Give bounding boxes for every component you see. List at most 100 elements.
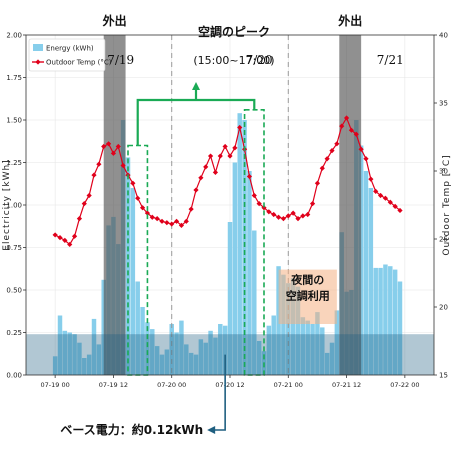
temperature-point [329,148,335,154]
energy-bar [169,324,174,375]
y-tick-label: 1.25 [6,159,22,167]
base-load-label: ベース電力：約0.12kWh [60,422,203,437]
axes: 0.00 0.25 0.50 0.75 1.00 1.25 1.50 1.75 2.00 15 20… [2,32,452,390]
legend-label-temp: Outdoor Temp (°C) [46,59,112,67]
energy-bar [198,339,204,375]
temperature-point [368,176,374,182]
y2-tick-label: 30 [439,168,448,176]
temperature-point [115,143,121,150]
energy-bar [179,320,184,375]
energy-bar [242,120,247,375]
base-load-arrow [213,354,226,431]
legend-swatch-energy [33,44,43,51]
temperature-point [198,175,204,181]
temperature-point [203,164,209,170]
energy-bar [52,356,58,375]
energy-bar [286,283,291,375]
y-tick-label: 1.00 [6,202,22,210]
energy-bar [82,358,87,375]
y-tick-label: 0.75 [6,244,22,252]
energy-bar [150,329,155,375]
energy-bar [96,344,102,375]
temperature-point [130,180,136,186]
temperature-point [101,143,107,150]
energy-bar [247,171,252,375]
energy-bar [62,330,68,375]
y-tick-label: 0.50 [6,287,22,295]
energy-bar [237,113,242,375]
temperature-point [173,218,180,224]
temperature-point [334,141,340,147]
temperature-point [392,203,398,209]
energy-bar [329,342,335,375]
temperature-point [81,201,87,207]
energy-bar [305,320,310,375]
energy-bars [52,113,403,375]
energy-bar [184,344,189,375]
temperature-point [86,192,92,199]
base-load-arrow-head [207,426,216,434]
night-ac-box [278,269,337,324]
temperature-point [300,213,306,219]
temperature-point [188,206,194,212]
energy-bar [368,188,374,375]
temperature-point [314,180,321,186]
legend-label-energy: Energy (kWh) [46,45,94,53]
away-span [103,35,126,375]
energy-bar [256,341,262,375]
energy-bar [57,315,63,375]
temperature-point [227,153,233,159]
night-ac-label-1: 夜間の [290,273,324,287]
y2-tick-label: 15 [439,372,448,380]
temperature-point [178,222,185,229]
legend: Energy (kWh) Outdoor Temp (°C) [28,38,112,72]
legend-swatch-temp-marker [35,59,41,65]
energy-bar [174,332,179,375]
energy-bar [383,264,388,375]
energy-bar [159,354,165,375]
energy-bar [388,266,393,375]
y-tick-label: 1.50 [6,117,22,125]
energy-bar [164,349,170,375]
y-tick-label: 2.00 [6,32,22,40]
temperature-point [397,207,403,214]
y2-tick-label: 40 [439,32,448,40]
energy-bar [135,281,140,375]
temperature-point [159,218,165,224]
energy-bar [222,325,228,375]
energy-bar [310,324,315,375]
energy-bar [266,325,272,375]
peak-arrow-head [192,82,200,90]
night-ac-rect [278,269,337,324]
temperature-point [57,235,63,241]
energy-bar [320,327,325,375]
y-tick-label: 0.25 [6,329,22,337]
x-tick-label: 07-20 12 [215,381,244,389]
base-load-band-rect [26,334,434,375]
energy-bar [67,332,72,375]
peak-label-1: 空調のピーク [198,24,270,39]
temperature-point [339,123,345,129]
temperature-point [348,127,355,133]
temperature-point [96,161,102,167]
energy-bar [392,269,398,375]
x-tick-label: 07-19 00 [41,381,70,389]
energy-bar [315,312,320,375]
y-axis-label: Electricity [kWh] [2,159,12,250]
legend-box [28,38,106,72]
temperature-point [110,150,117,156]
temperature-point [353,131,359,137]
temperature-point [164,220,170,226]
x-tick-label: 07-22 00 [390,381,419,389]
temperature-point [280,216,287,222]
temperature-point [232,145,238,151]
energy-bar [140,307,145,375]
y2-tick-label: 35 [439,100,448,108]
energy-bar [208,330,213,375]
temperature-point [290,210,296,216]
x-tick-label: 07-19 12 [99,381,128,389]
temperature-point [237,124,243,131]
energy-bar [397,281,403,375]
